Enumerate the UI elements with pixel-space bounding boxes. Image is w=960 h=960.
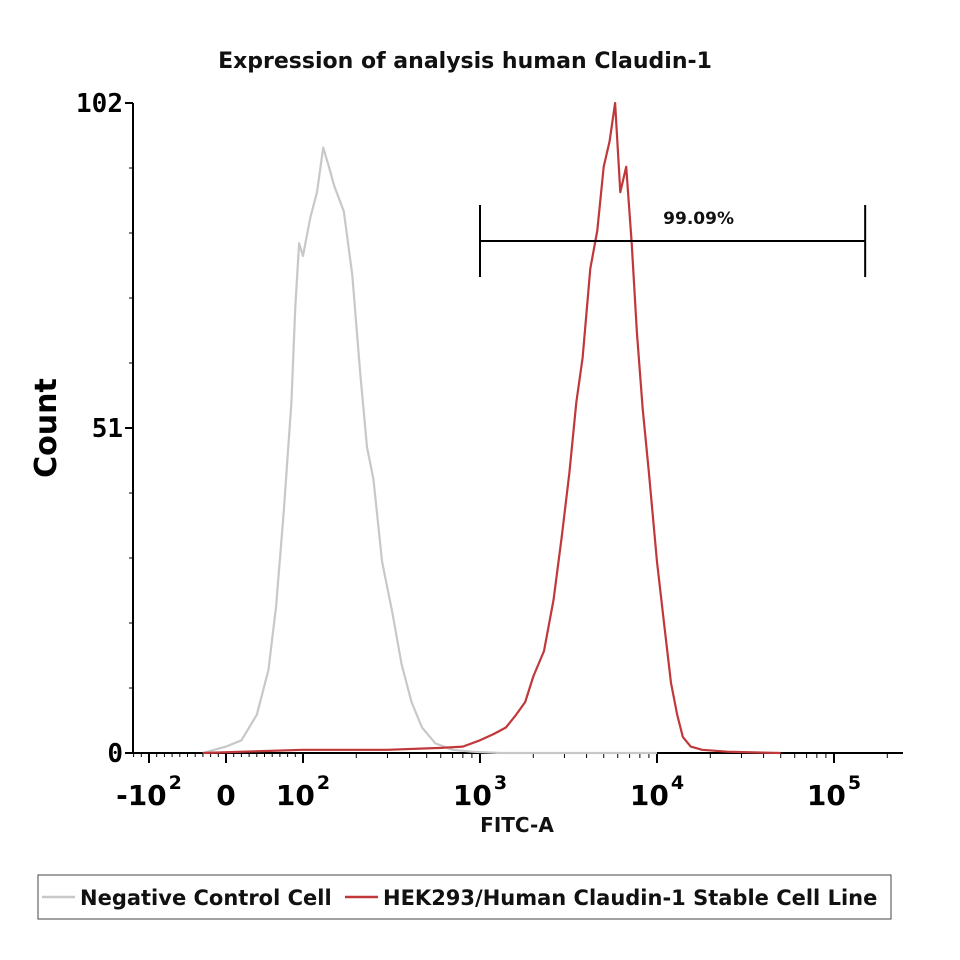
series-line-claudin-1-stable-line <box>202 101 781 755</box>
x-tick-label: 10 4 <box>630 772 684 812</box>
legend-entry-negative-control: Negative Control Cell <box>80 886 332 910</box>
y-tick-label: 51 <box>92 414 123 444</box>
x-tick-label: -10 2 <box>116 772 182 812</box>
legend-box <box>37 874 892 920</box>
y-axis-label: Count <box>29 378 64 478</box>
x-tick-label: 10 2 <box>276 772 330 812</box>
series-line-negative-control <box>202 146 657 755</box>
legend: Negative Control Cell HEK293/Human Claudi… <box>37 874 892 920</box>
x-tick-label: 0 <box>216 779 235 812</box>
chart-title: Expression of analysis human Claudin-1 <box>218 49 712 74</box>
y-tick-label: 102 <box>76 89 123 119</box>
gate-percentage-label: 99.09% <box>663 209 734 229</box>
x-axis-label: FITC-A <box>480 813 554 837</box>
legend-entry-claudin-1-stable-line: HEK293/Human Claudin-1 Stable Cell Line <box>383 886 877 910</box>
x-tick-label: 10 5 <box>807 772 861 812</box>
x-tick-label: 10 3 <box>453 772 507 812</box>
y-tick-label: 0 <box>107 739 123 769</box>
